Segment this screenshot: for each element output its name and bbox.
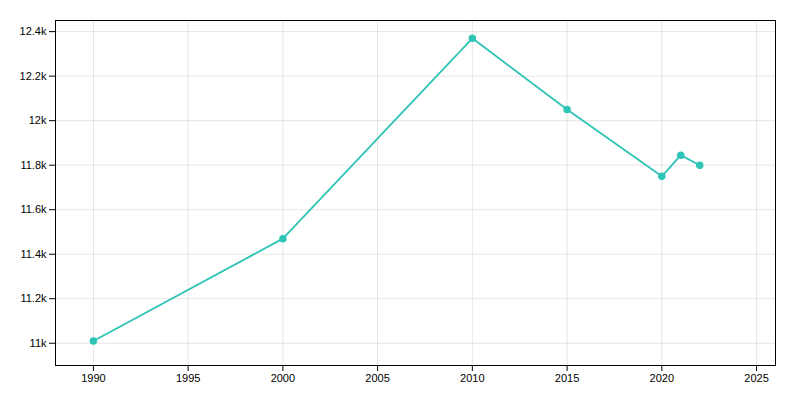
- svg-text:11.4k: 11.4k: [20, 248, 47, 260]
- svg-text:2025: 2025: [744, 372, 768, 384]
- svg-text:12.2k: 12.2k: [20, 70, 47, 82]
- svg-text:11k: 11k: [30, 337, 47, 349]
- svg-text:2015: 2015: [555, 372, 579, 384]
- svg-text:11.2k: 11.2k: [20, 292, 47, 304]
- svg-text:11.8k: 11.8k: [20, 159, 47, 171]
- svg-text:2020: 2020: [650, 372, 674, 384]
- svg-text:2010: 2010: [460, 372, 484, 384]
- svg-text:12k: 12k: [29, 114, 47, 126]
- svg-text:12.4k: 12.4k: [20, 25, 47, 37]
- svg-text:2005: 2005: [365, 372, 389, 384]
- svg-text:2000: 2000: [271, 372, 295, 384]
- svg-text:1990: 1990: [81, 372, 105, 384]
- svg-text:11.6k: 11.6k: [20, 203, 47, 215]
- svg-text:1995: 1995: [176, 372, 200, 384]
